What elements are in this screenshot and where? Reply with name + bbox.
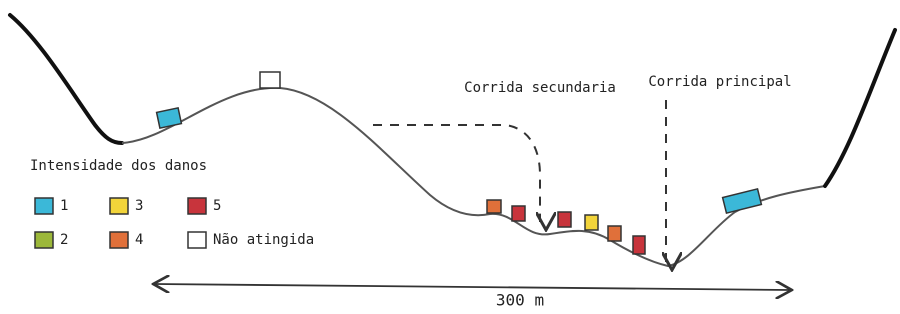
house [157, 108, 182, 128]
house [512, 206, 525, 221]
legend-title: Intensidade dos danos [30, 158, 207, 174]
legend: 1 2 3 4 5 Não atingida [35, 198, 314, 248]
house [558, 212, 571, 227]
legend-swatch [188, 232, 206, 248]
legend-label: 2 [60, 232, 68, 248]
legend-swatch [35, 232, 53, 248]
distance-arrow [155, 284, 790, 290]
diagram: Corrida secundaria Corrida principal Int… [0, 0, 900, 314]
legend-label: Não atingida [213, 232, 314, 248]
house [487, 200, 501, 213]
legend-label: 1 [60, 198, 68, 214]
legend-label: 3 [135, 198, 143, 214]
left-valley-wall [10, 15, 122, 143]
house [260, 72, 280, 88]
legend-swatch [188, 198, 206, 214]
distance-label: 300 m [496, 291, 544, 310]
legend-label: 5 [213, 198, 221, 214]
house [633, 236, 645, 254]
legend-swatch [110, 232, 128, 248]
secondary-flow-label: Corrida secundaria [464, 80, 616, 96]
legend-label: 4 [135, 232, 143, 248]
house [585, 215, 598, 230]
legend-swatch [35, 198, 53, 214]
main-flow-label: Corrida principal [648, 74, 791, 90]
legend-swatch [110, 198, 128, 214]
house [723, 189, 762, 213]
house [608, 226, 621, 241]
right-valley-wall [825, 30, 895, 186]
